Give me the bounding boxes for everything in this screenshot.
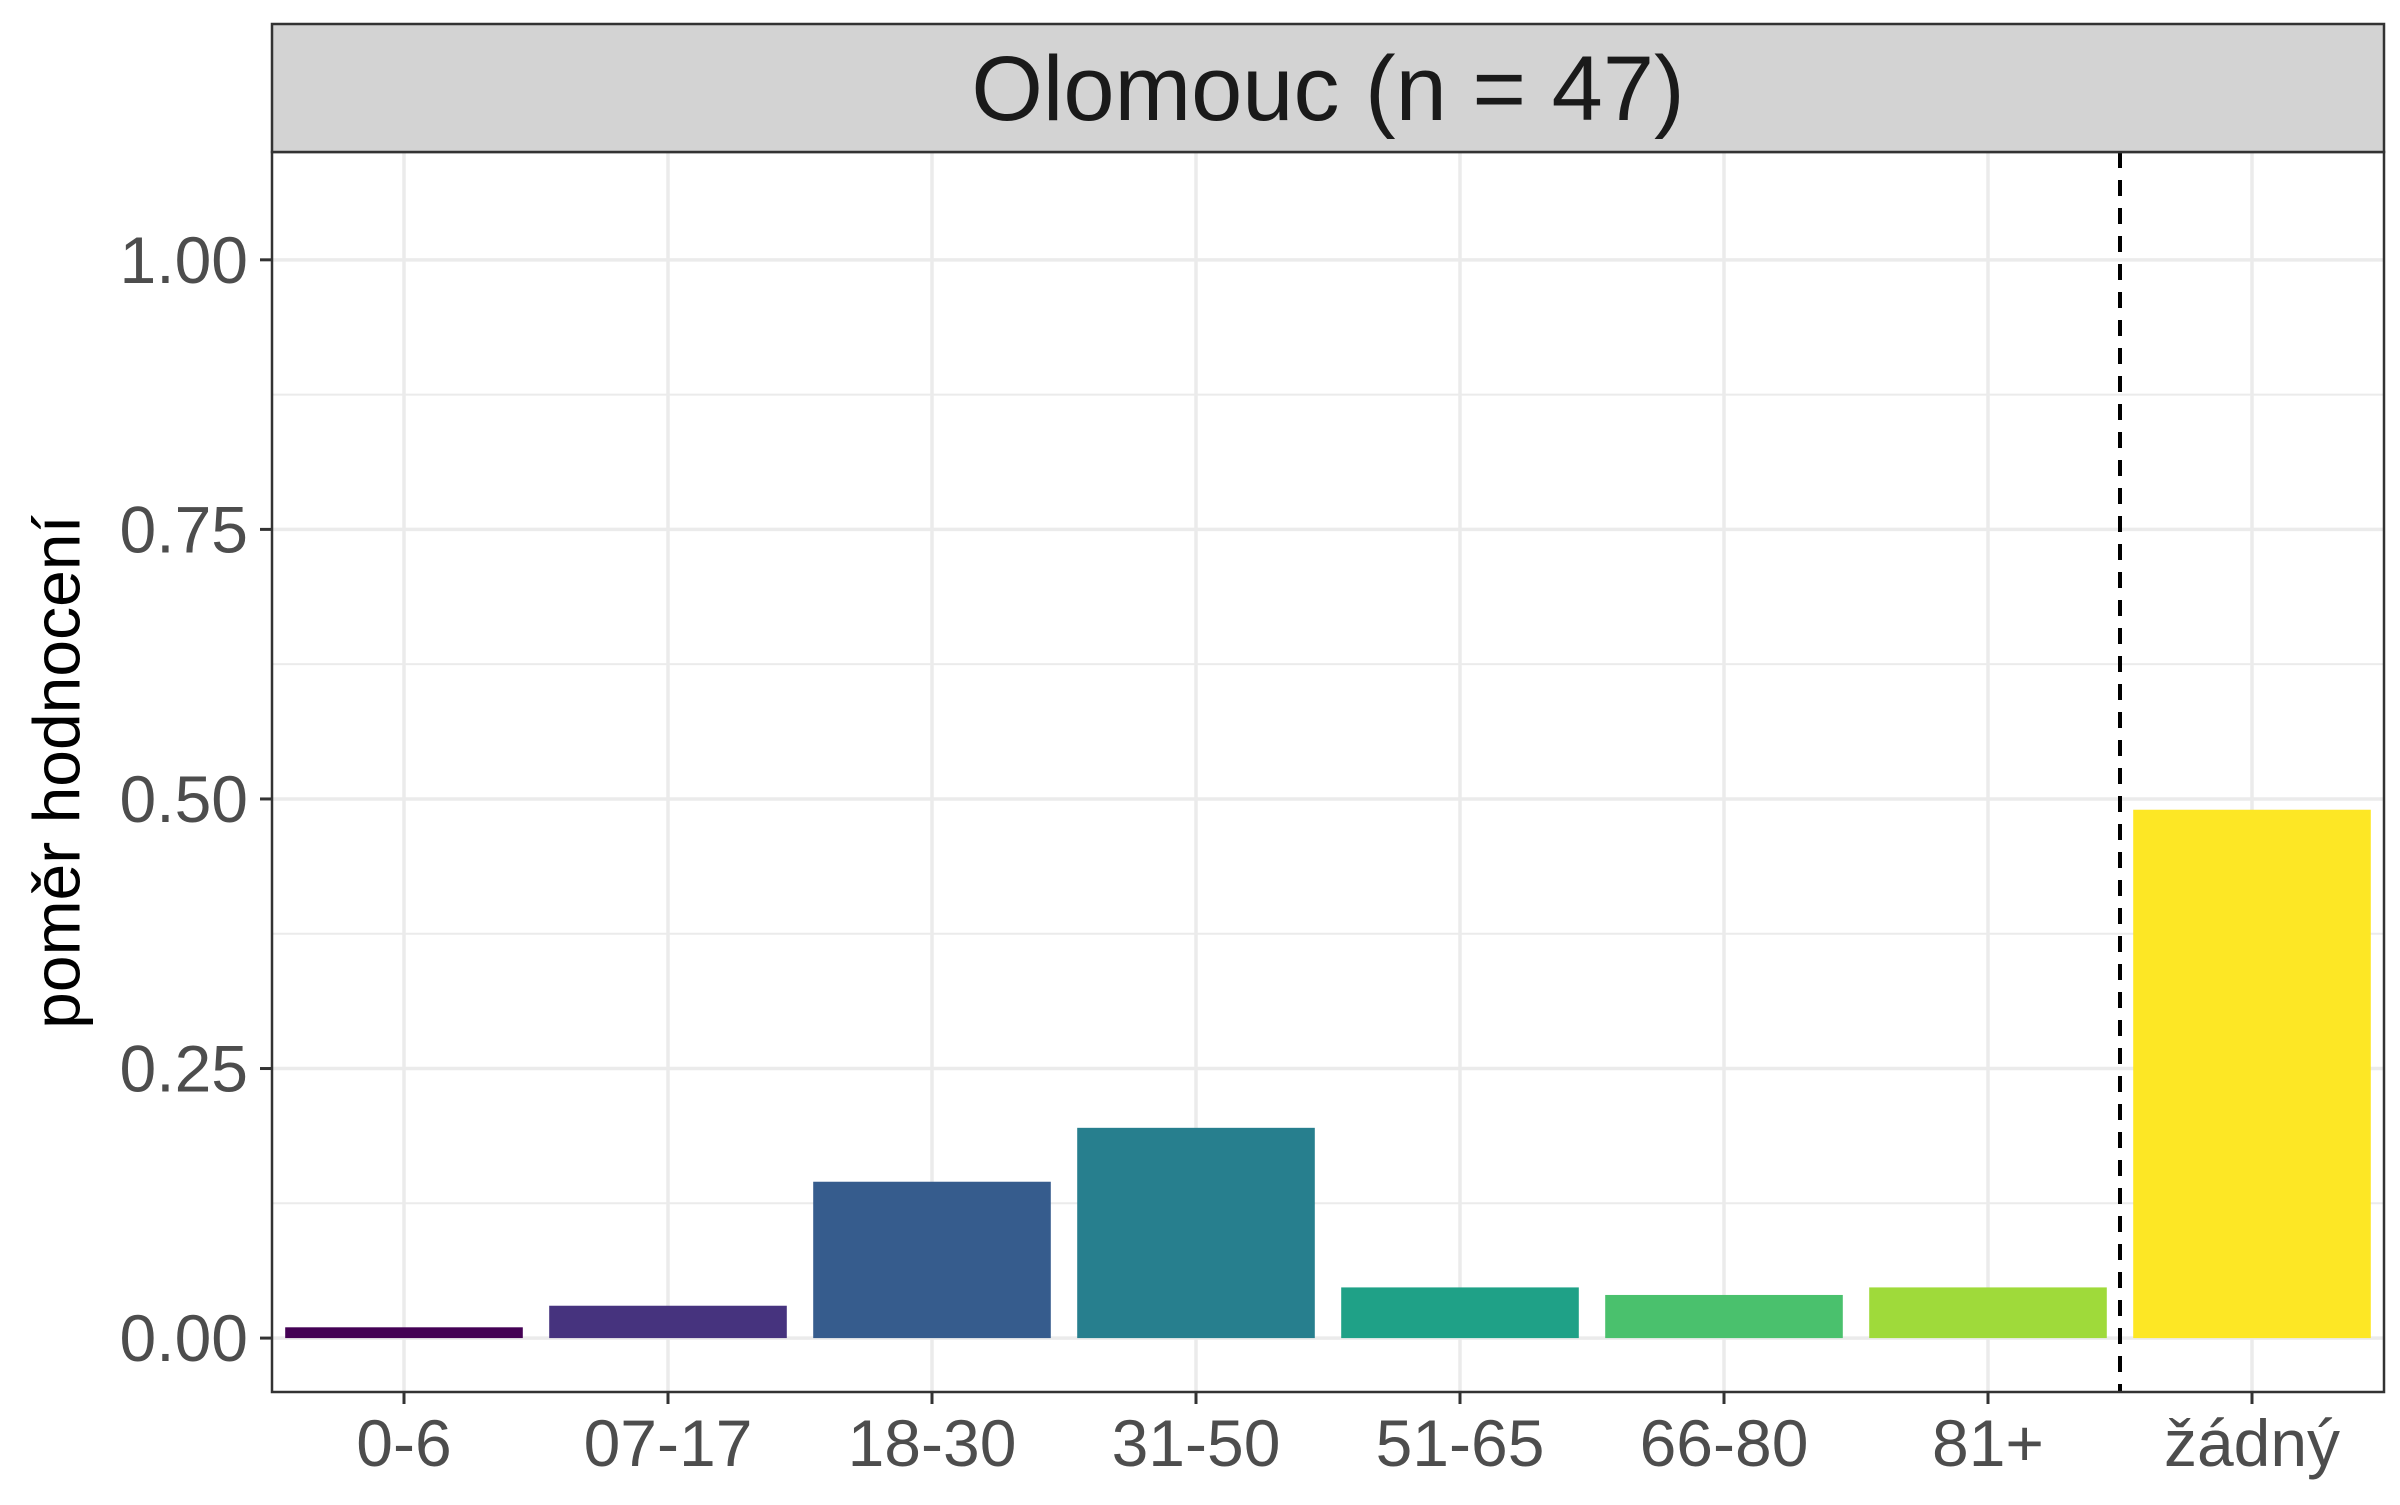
y-tick-label-0: 0.00 bbox=[120, 1301, 248, 1375]
y-tick-label-1: 0.25 bbox=[120, 1032, 248, 1106]
x-tick-label-7: žádný bbox=[2164, 1406, 2340, 1480]
x-tick-label-4: 51-65 bbox=[1376, 1406, 1545, 1480]
bar-žádný bbox=[2133, 809, 2371, 1339]
x-tick-label-0: 0-6 bbox=[356, 1406, 451, 1480]
facet-strip: Olomouc (n = 47) bbox=[270, 22, 2386, 154]
bar-51-65 bbox=[1341, 1287, 1579, 1339]
grid-layer bbox=[272, 152, 2384, 1392]
y-tick-label-2: 0.50 bbox=[120, 762, 248, 836]
y-axis: 0.00 0.25 0.50 0.75 1.00 bbox=[120, 223, 272, 1375]
bar-18-30 bbox=[813, 1181, 1051, 1339]
y-tick-label-4: 1.00 bbox=[120, 223, 248, 297]
chart-title: Olomouc (n = 47) bbox=[971, 38, 1684, 140]
y-tick-label-3: 0.75 bbox=[120, 492, 248, 566]
bar-07-17 bbox=[549, 1305, 787, 1339]
panel-border bbox=[270, 150, 2386, 1394]
bar-66-80 bbox=[1605, 1294, 1843, 1339]
x-tick-label-1: 07-17 bbox=[584, 1406, 753, 1480]
facet-strip-background bbox=[270, 22, 2386, 154]
x-tick-label-6: 81+ bbox=[1932, 1406, 2044, 1480]
bar-0-6 bbox=[285, 1327, 523, 1339]
x-axis: 0-6 07-17 18-30 31-50 51-65 66-80 81+ žádný bbox=[356, 1392, 2340, 1480]
x-tick-label-3: 31-50 bbox=[1112, 1406, 1281, 1480]
x-tick-label-2: 18-30 bbox=[848, 1406, 1017, 1480]
bar-31-50 bbox=[1077, 1127, 1315, 1339]
x-tick-label-5: 66-80 bbox=[1640, 1406, 1809, 1480]
bar-layer bbox=[285, 809, 2371, 1339]
bar-81+ bbox=[1869, 1287, 2107, 1339]
y-axis-title: poměr hodnocení bbox=[19, 514, 93, 1028]
